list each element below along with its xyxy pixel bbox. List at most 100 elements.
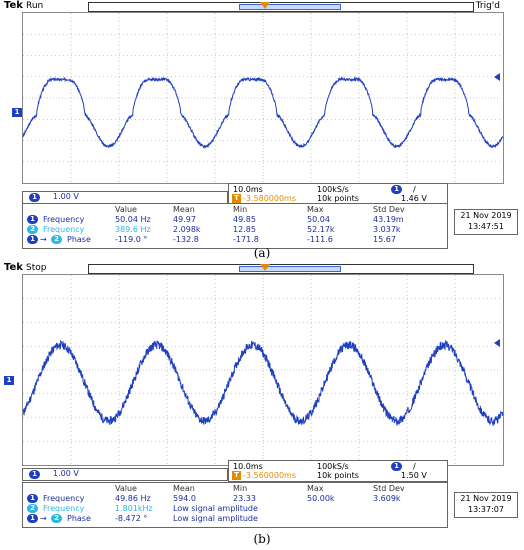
record-length: 10k points bbox=[317, 471, 359, 480]
trigger-offset-icon: T bbox=[232, 471, 241, 480]
trigger-position-marker bbox=[260, 2, 270, 9]
scope-panel-b: Tek Stop T 1 1 1.00 V 10.0ms 100kS/s 1 /… bbox=[0, 262, 524, 550]
source-badge: 1 bbox=[27, 494, 38, 503]
graticule-grid bbox=[23, 13, 503, 183]
header-value: Value bbox=[115, 484, 137, 493]
date: 21 Nov 2019 bbox=[460, 211, 512, 220]
timebase-box[interactable]: 10.0ms 100kS/s 1 / T -3.560000ms 10k poi… bbox=[228, 460, 448, 482]
channel-1-ground-marker: 1 bbox=[4, 376, 14, 385]
header-min: Min bbox=[233, 484, 248, 493]
trigger-slope: / bbox=[413, 462, 416, 471]
timebase-box[interactable]: 10.0ms 100kS/s 1 / T -3.580000ms 10k poi… bbox=[228, 183, 448, 205]
measurement-mean: Low signal amplitude bbox=[173, 504, 258, 513]
header-min: Min bbox=[233, 205, 248, 214]
record-length: 10k points bbox=[317, 194, 359, 203]
acquisition-state: Run bbox=[26, 1, 44, 11]
measurement-mean: Low signal amplitude bbox=[173, 514, 258, 523]
source-badge: 2 bbox=[27, 225, 38, 234]
measurement-row-3[interactable]: 1 → 2 Phase -119.0 ° -132.8 -171.8 -111.… bbox=[23, 235, 447, 245]
trigger-slope: / bbox=[413, 185, 416, 194]
sample-rate: 100kS/s bbox=[317, 185, 349, 194]
trigger-level: 1.50 V bbox=[401, 471, 427, 480]
measurement-value: -119.0 ° bbox=[115, 235, 148, 244]
measurement-label: Frequency bbox=[43, 504, 85, 513]
time: 13:37:07 bbox=[468, 505, 504, 514]
measurement-min: 23.33 bbox=[233, 494, 256, 503]
trigger-offset-icon: T bbox=[232, 194, 241, 203]
status-bar: Tek Stop bbox=[0, 262, 524, 276]
target-badge: 2 bbox=[51, 235, 62, 244]
measurement-std-dev: 43.19m bbox=[373, 215, 404, 224]
graticule bbox=[22, 274, 504, 466]
measurement-mean: 2.098k bbox=[173, 225, 201, 234]
measurement-row-3[interactable]: 1 → 2 Phase -8.472 ° Low signal amplitud… bbox=[23, 514, 447, 524]
header-max: Max bbox=[307, 484, 324, 493]
measurement-value: 50.04 Hz bbox=[115, 215, 151, 224]
measurement-row-2[interactable]: 2 Frequency 389.6 Hz 2.098k 12.85 52.17k… bbox=[23, 225, 447, 235]
measurement-label: Frequency bbox=[43, 494, 85, 503]
source-badge: 1 bbox=[27, 235, 38, 244]
measurement-header-row: Value Mean Min Max Std Dev bbox=[23, 484, 447, 494]
target-badge: 2 bbox=[51, 514, 62, 523]
brand-logo: Tek bbox=[4, 262, 23, 273]
channel-1-waveform bbox=[23, 76, 503, 149]
panel-caption: (a) bbox=[253, 246, 271, 260]
trigger-position-marker bbox=[260, 264, 270, 271]
record-view-bar[interactable] bbox=[88, 2, 474, 12]
trigger-level: 1.46 V bbox=[401, 194, 427, 203]
record-window[interactable] bbox=[239, 4, 341, 10]
status-bar: Tek Run Trig'd bbox=[0, 0, 524, 14]
record-window[interactable] bbox=[239, 266, 341, 272]
measurement-value: 49.86 Hz bbox=[115, 494, 151, 503]
measurement-max: 50.04 bbox=[307, 215, 330, 224]
measurement-row-1[interactable]: 1 Frequency 49.86 Hz 594.0 23.33 50.00k … bbox=[23, 494, 447, 504]
measurement-value: 389.6 Hz bbox=[115, 225, 151, 234]
header-std-dev: Std Dev bbox=[373, 484, 405, 493]
header-mean: Mean bbox=[173, 484, 195, 493]
timebase: 10.0ms bbox=[233, 185, 263, 194]
sample-rate: 100kS/s bbox=[317, 462, 349, 471]
measurement-mean: -132.8 bbox=[173, 235, 199, 244]
header-mean: Mean bbox=[173, 205, 195, 214]
trigger-level-arrow bbox=[494, 339, 500, 347]
phase-arrow-icon: → bbox=[40, 235, 47, 244]
header-value: Value bbox=[115, 205, 137, 214]
header-max: Max bbox=[307, 205, 324, 214]
graticule bbox=[22, 12, 504, 184]
measurement-min: 12.85 bbox=[233, 225, 256, 234]
time: 13:47:51 bbox=[468, 222, 504, 231]
panel-caption: (b) bbox=[253, 532, 271, 546]
source-badge: 1 bbox=[27, 514, 38, 523]
date-time-box: 21 Nov 2019 13:47:51 bbox=[454, 209, 518, 235]
channel-scale-box[interactable]: 1 1.00 V bbox=[22, 468, 228, 481]
channel-1-ground-marker: 1 bbox=[12, 108, 22, 117]
trigger-position: -3.580000ms bbox=[243, 194, 297, 203]
brand-logo: Tek bbox=[4, 0, 23, 11]
timebase: 10.0ms bbox=[233, 462, 263, 471]
channel-1-badge: 1 bbox=[29, 193, 40, 202]
channel-1-scale: 1.00 V bbox=[53, 192, 79, 201]
trigger-position: -3.560000ms bbox=[243, 471, 297, 480]
measurement-max: 52.17k bbox=[307, 225, 335, 234]
acquisition-state: Stop bbox=[26, 263, 47, 273]
measurement-header-row: Value Mean Min Max Std Dev bbox=[23, 205, 447, 215]
measurement-row-2[interactable]: 2 Frequency 1.801kHz Low signal amplitud… bbox=[23, 504, 447, 514]
measurement-min: 49.85 bbox=[233, 215, 256, 224]
graticule-grid bbox=[23, 275, 503, 465]
measurement-value: 1.801kHz bbox=[115, 504, 153, 513]
date: 21 Nov 2019 bbox=[460, 494, 512, 503]
measurement-table: Value Mean Min Max Std Dev 1 Frequency 4… bbox=[22, 482, 448, 528]
measurement-max: -111.6 bbox=[307, 235, 333, 244]
measurement-label: Phase bbox=[67, 235, 91, 244]
channel-1-badge: 1 bbox=[29, 470, 40, 479]
channel-1-waveform bbox=[23, 339, 503, 427]
measurement-value: -8.472 ° bbox=[115, 514, 148, 523]
source-badge: 1 bbox=[27, 215, 38, 224]
channel-1-scale: 1.00 V bbox=[53, 469, 79, 478]
measurement-mean: 594.0 bbox=[173, 494, 196, 503]
measurement-row-1[interactable]: 1 Frequency 50.04 Hz 49.97 49.85 50.04 4… bbox=[23, 215, 447, 225]
source-badge: 2 bbox=[27, 504, 38, 513]
measurement-mean: 49.97 bbox=[173, 215, 196, 224]
record-view-bar[interactable] bbox=[88, 264, 474, 274]
trigger-status: Trig'd bbox=[475, 1, 500, 11]
